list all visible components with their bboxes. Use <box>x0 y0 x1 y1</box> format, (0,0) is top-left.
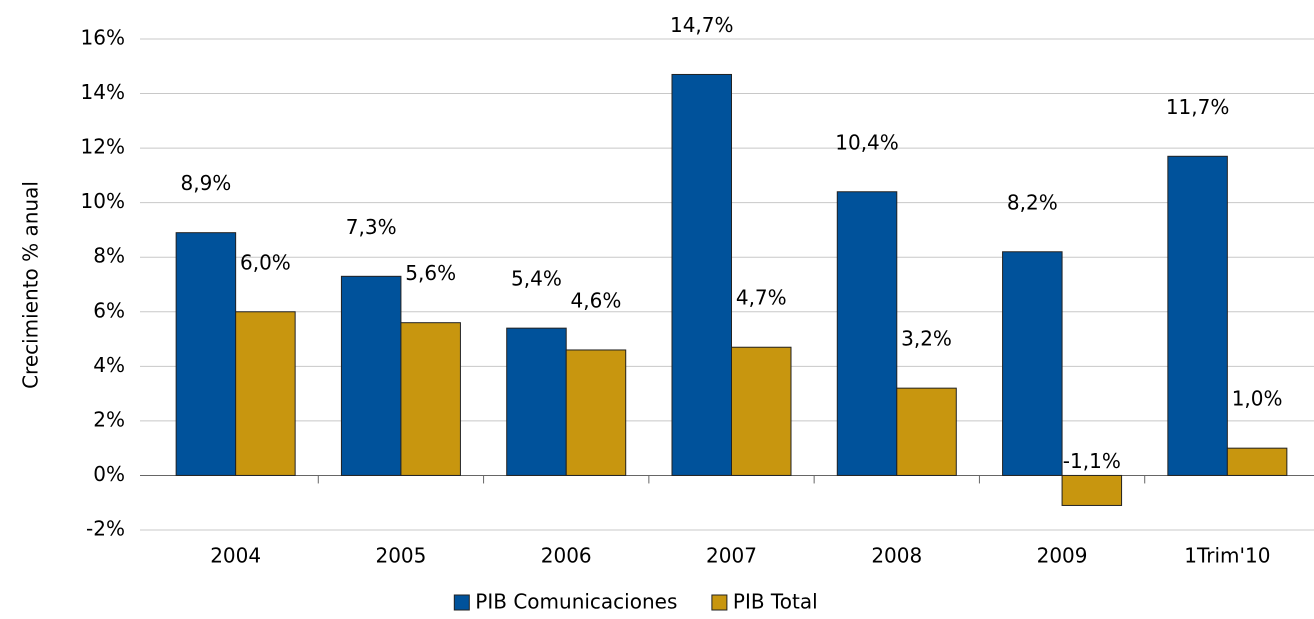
x-tick-label: 1Trim'10 <box>1184 544 1270 568</box>
y-tick-label: 16% <box>81 26 125 50</box>
y-tick-label: 4% <box>93 353 125 377</box>
y-axis-label: Crecimiento % anual <box>19 181 43 389</box>
value-label: 14,7% <box>670 13 734 37</box>
y-tick-label: 0% <box>93 462 125 486</box>
bar <box>175 232 237 476</box>
bar <box>235 311 296 476</box>
bar <box>1002 251 1063 476</box>
value-label: 4,6% <box>571 288 622 312</box>
value-label: 4,7% <box>736 286 787 310</box>
legend-swatch <box>453 594 470 611</box>
legend-label: PIB Comunicaciones <box>475 590 677 614</box>
x-tick-label: 2009 <box>1037 544 1088 568</box>
bar <box>400 322 461 476</box>
bar <box>671 73 732 476</box>
y-tick-label: 2% <box>93 407 125 431</box>
value-label: 3,2% <box>901 327 952 351</box>
legend-label: PIB Total <box>733 590 818 614</box>
value-label: 7,3% <box>346 215 397 239</box>
y-tick-label: 12% <box>81 135 125 159</box>
bar <box>836 191 898 476</box>
bar <box>506 327 567 476</box>
x-tick-label: 2005 <box>375 544 426 568</box>
value-label: 6,0% <box>240 250 291 274</box>
x-tick-label: 2006 <box>541 544 592 568</box>
x-tick-label: 2007 <box>706 544 757 568</box>
bar <box>565 349 627 476</box>
x-tick-label: 2004 <box>210 544 261 568</box>
y-tick-label: 14% <box>81 80 125 104</box>
value-label: 1,0% <box>1232 387 1283 411</box>
bar <box>896 387 957 476</box>
x-tick-label: 2008 <box>871 544 922 568</box>
y-tick-label: 8% <box>93 244 125 268</box>
y-tick-label: 6% <box>93 298 125 322</box>
bar <box>340 275 402 476</box>
bar <box>1061 474 1123 506</box>
value-label: 10,4% <box>835 130 899 154</box>
value-label: 11,7% <box>1166 95 1230 119</box>
bar <box>731 346 792 476</box>
y-tick-label: -2% <box>86 517 125 541</box>
value-label: 8,2% <box>1007 190 1058 214</box>
legend-swatch <box>711 594 728 611</box>
bar <box>1226 447 1288 476</box>
bar <box>1167 155 1228 476</box>
value-label: -1,1% <box>1063 449 1121 473</box>
y-tick-label: 10% <box>81 189 125 213</box>
value-label: 5,4% <box>511 267 562 291</box>
value-label: 5,6% <box>405 261 456 285</box>
value-label: 8,9% <box>180 171 231 195</box>
